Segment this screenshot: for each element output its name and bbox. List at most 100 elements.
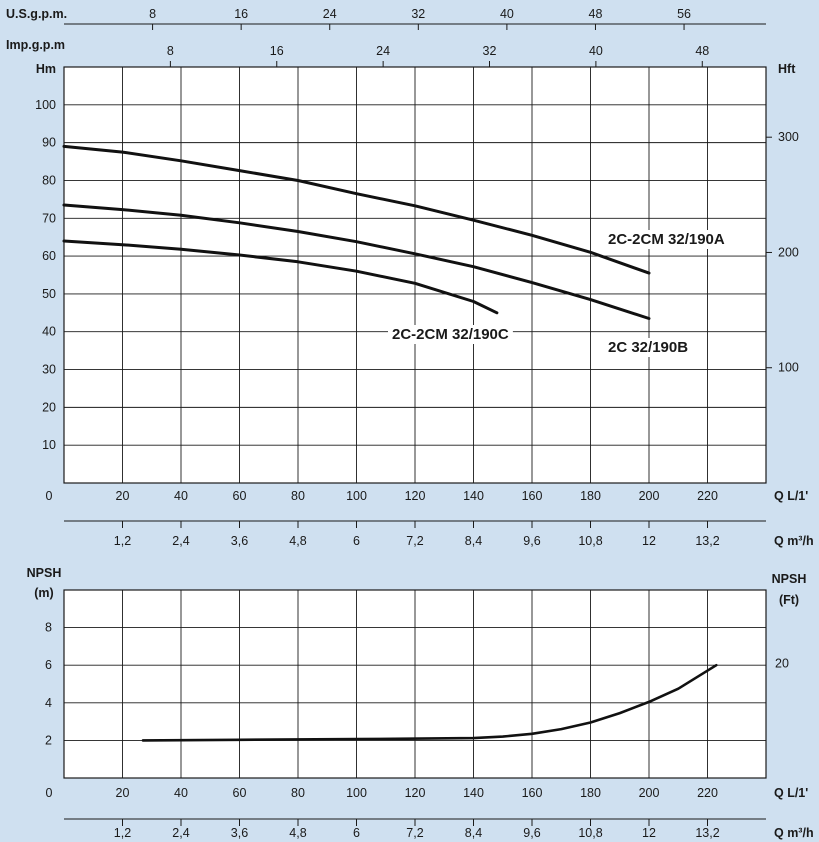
- impgpm-tick-label: 24: [376, 44, 390, 58]
- npsh-m3h-axis-label: Q m³/h: [774, 826, 814, 840]
- y-tick-label: 20: [42, 400, 56, 414]
- npsh-y-tick-label: 4: [45, 696, 52, 710]
- npsh-curve: [141, 663, 718, 742]
- npsh-y-tick-label: 6: [45, 658, 52, 672]
- npsh-y-right-tick-label: 20: [775, 656, 789, 670]
- lmin-tick-label: 180: [580, 489, 601, 503]
- m3h-tick-label: 12: [642, 534, 656, 548]
- y-right-tick-label: 300: [778, 130, 799, 144]
- y-tick-label: 50: [42, 287, 56, 301]
- y-right-tick-label: 200: [778, 245, 799, 259]
- usgpm-tick-label: 24: [323, 7, 337, 21]
- curve-2c-2cm-32-190a: [62, 144, 651, 275]
- m3h-tick-label: 7,2: [406, 534, 423, 548]
- lmin-axis-label: Q L/1': [774, 489, 808, 503]
- lmin-tick-label: 60: [233, 489, 247, 503]
- npsh-y-tick-label: 8: [45, 621, 52, 635]
- impgpm-tick-label: 48: [695, 44, 709, 58]
- y-tick-label: 40: [42, 325, 56, 339]
- usgpm-tick-label: 56: [677, 7, 691, 21]
- m3h-tick-label: 8,4: [465, 534, 482, 548]
- npsh-m3h-tick-label: 1,2: [114, 826, 131, 840]
- y-tick-label: 30: [42, 363, 56, 377]
- usgpm-tick-label: 48: [589, 7, 603, 21]
- npsh-lmin-tick-label: 20: [116, 786, 130, 800]
- curve-2c-2cm-32-190c: [62, 239, 499, 315]
- npsh-y-tick-label: 2: [45, 733, 52, 747]
- curve-label-background: [388, 325, 513, 344]
- y-axis-label: Hm: [36, 62, 56, 76]
- npsh-y-right-axis-unit: (Ft): [779, 593, 799, 607]
- y-tick-label: 80: [42, 173, 56, 187]
- lmin-tick-label: 40: [174, 489, 188, 503]
- curve-label-background: [604, 230, 729, 249]
- npsh-lmin-tick-label: 180: [580, 786, 601, 800]
- usgpm-axis-label: U.S.g.p.m.: [6, 7, 67, 21]
- lmin-tick-label: 0: [46, 489, 53, 503]
- lmin-tick-label: 140: [463, 489, 484, 503]
- lmin-tick-label: 80: [291, 489, 305, 503]
- m3h-tick-label: 4,8: [289, 534, 306, 548]
- y-tick-label: 70: [42, 211, 56, 225]
- y-tick-label: 60: [42, 249, 56, 263]
- y-right-axis-label: Hft: [778, 62, 796, 76]
- curve-label-190b: 2C 32/190B: [608, 339, 688, 356]
- usgpm-tick-label: 32: [411, 7, 425, 21]
- npsh-lmin-tick-label: 80: [291, 786, 305, 800]
- npsh-chart: 2 4 6 8 NPSH (m) 20 NPSH (Ft) 0 20 40 60 80 100 120 140 1…: [27, 566, 814, 840]
- m3h-tick-label: 9,6: [523, 534, 540, 548]
- usgpm-tick-label: 8: [149, 7, 156, 21]
- npsh-lmin-tick-label: 220: [697, 786, 718, 800]
- npsh-m3h-tick-label: 6: [353, 826, 360, 840]
- y-tick-label: 100: [35, 98, 56, 112]
- y-tick-label: 90: [42, 136, 56, 150]
- npsh-m3h-tick-label: 9,6: [523, 826, 540, 840]
- npsh-y-axis-label: NPSH: [27, 566, 62, 580]
- npsh-m3h-tick-label: 4,8: [289, 826, 306, 840]
- npsh-m3h-tick-label: 10,8: [578, 826, 602, 840]
- lmin-tick-label: 100: [346, 489, 367, 503]
- impgpm-tick-label: 16: [270, 44, 284, 58]
- npsh-m3h-tick-label: 7,2: [406, 826, 423, 840]
- npsh-lmin-tick-label: 200: [639, 786, 660, 800]
- impgpm-tick-label: 40: [589, 44, 603, 58]
- npsh-lmin-tick-label: 160: [522, 786, 543, 800]
- npsh-y-axis-unit: (m): [34, 586, 53, 600]
- npsh-lmin-tick-label: 60: [233, 786, 247, 800]
- impgpm-tick-label: 32: [483, 44, 497, 58]
- impgpm-tick-label: 8: [167, 44, 174, 58]
- m3h-tick-label: 1,2: [114, 534, 131, 548]
- lmin-tick-label: 160: [522, 489, 543, 503]
- lmin-tick-label: 120: [405, 489, 426, 503]
- lmin-tick-label: 20: [116, 489, 130, 503]
- npsh-lmin-axis-label: Q L/1': [774, 786, 808, 800]
- npsh-lmin-tick-label: 140: [463, 786, 484, 800]
- lmin-tick-label: 200: [639, 489, 660, 503]
- npsh-m3h-tick-label: 12: [642, 826, 656, 840]
- npsh-m3h-tick-label: 2,4: [172, 826, 189, 840]
- y-tick-label: 10: [42, 438, 56, 452]
- npsh-m3h-tick-label: 8,4: [465, 826, 482, 840]
- m3h-tick-label: 13,2: [695, 534, 719, 548]
- npsh-lmin-tick-label: 120: [405, 786, 426, 800]
- y-right-tick-label: 100: [778, 361, 799, 375]
- m3h-tick-label: 2,4: [172, 534, 189, 548]
- lmin-tick-label: 220: [697, 489, 718, 503]
- npsh-lmin-tick-label: 100: [346, 786, 367, 800]
- curve-label-190a: 2C-2CM 32/190A: [608, 231, 725, 248]
- impgpm-axis-label: Imp.g.p.m: [6, 38, 65, 52]
- npsh-lmin-tick-label: 40: [174, 786, 188, 800]
- npsh-m3h-tick-label: 3,6: [231, 826, 248, 840]
- curve-label-190c: 2C-2CM 32/190C: [392, 326, 509, 343]
- usgpm-tick-label: 16: [234, 7, 248, 21]
- m3h-tick-label: 6: [353, 534, 360, 548]
- npsh-y-right-axis-label: NPSH: [772, 572, 807, 586]
- m3h-tick-label: 10,8: [578, 534, 602, 548]
- m3h-axis-label: Q m³/h: [774, 534, 814, 548]
- usgpm-tick-label: 40: [500, 7, 514, 21]
- m3h-tick-label: 3,6: [231, 534, 248, 548]
- npsh-lmin-tick-label: 0: [46, 786, 53, 800]
- npsh-m3h-tick-label: 13,2: [695, 826, 719, 840]
